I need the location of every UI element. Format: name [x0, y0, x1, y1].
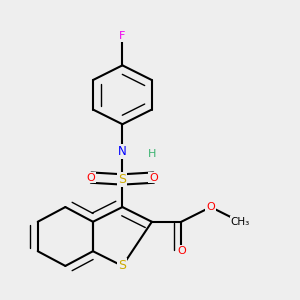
- Text: O: O: [149, 172, 158, 183]
- Text: CH₃: CH₃: [230, 217, 250, 227]
- Text: O: O: [87, 172, 95, 183]
- Text: O: O: [206, 202, 215, 212]
- Text: S: S: [118, 260, 126, 272]
- Text: N: N: [118, 145, 127, 158]
- Text: H: H: [148, 149, 156, 159]
- Text: S: S: [118, 173, 126, 186]
- Text: O: O: [177, 246, 186, 256]
- Text: F: F: [119, 31, 126, 41]
